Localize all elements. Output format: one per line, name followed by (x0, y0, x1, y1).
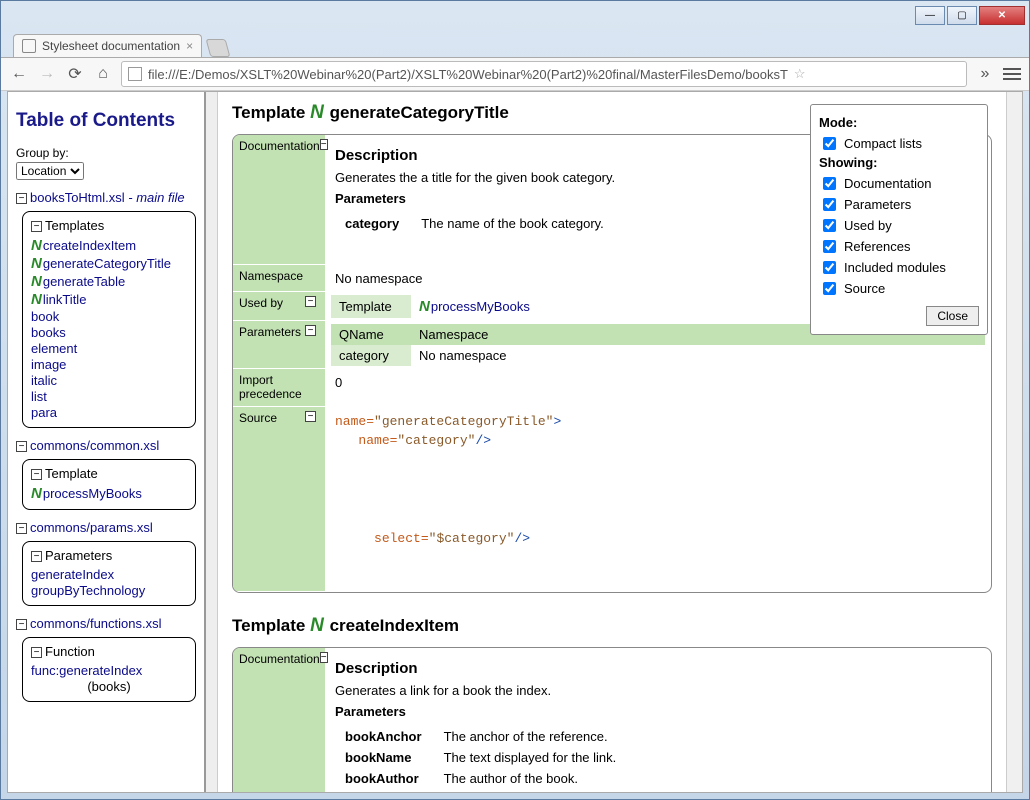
showing-checkbox[interactable] (823, 261, 836, 274)
page-content: Table of Contents Group by: Location −bo… (7, 91, 1023, 793)
row-label-import: Import precedence (239, 373, 319, 402)
collapse-icon[interactable]: − (305, 296, 316, 307)
new-tab-button[interactable] (206, 39, 231, 57)
toc-file-common[interactable]: −commons/common.xsl (16, 438, 196, 453)
showing-checkbox[interactable] (823, 219, 836, 232)
collapse-icon[interactable]: − (305, 411, 316, 422)
toc-title: Table of Contents (16, 110, 196, 132)
collapse-icon[interactable]: − (16, 441, 27, 452)
maximize-button[interactable]: ▢ (947, 6, 977, 25)
tab-favicon (22, 39, 36, 53)
toc-item[interactable]: NprocessMyBooks (31, 485, 187, 502)
toc-item[interactable]: NlinkTitle (31, 291, 187, 308)
templates-box: −Templates NcreateIndexItemNgenerateCate… (22, 211, 196, 428)
group-by-select[interactable]: Location (16, 162, 84, 180)
close-button[interactable]: ✕ (979, 6, 1025, 25)
row-label-documentation: Documentation (239, 139, 320, 153)
collapse-icon[interactable]: − (31, 469, 42, 480)
collapse-icon[interactable]: − (31, 551, 42, 562)
row-label-documentation: Documentation (239, 652, 320, 666)
collapse-icon[interactable]: − (305, 325, 316, 336)
collapse-icon[interactable]: − (16, 523, 27, 534)
toc-item[interactable]: element (31, 341, 187, 356)
collapse-icon[interactable]: − (31, 647, 42, 658)
chevron-button[interactable]: » (975, 64, 995, 84)
description-text: Generates a link for a book the index. (335, 683, 981, 698)
tab-title: Stylesheet documentation (42, 39, 180, 53)
tab-close-icon[interactable]: × (186, 39, 193, 53)
toc-item[interactable]: book (31, 309, 187, 324)
toc-item[interactable]: image (31, 357, 187, 372)
showing-checkbox[interactable] (823, 198, 836, 211)
row-label-usedby: Used by (239, 296, 283, 310)
collapse-icon[interactable]: − (31, 221, 42, 232)
vertical-scrollbar[interactable] (1006, 92, 1022, 792)
bookmark-icon[interactable]: ☆ (794, 66, 806, 82)
function-box: −Function func:generateIndex (books) (22, 637, 196, 702)
browser-tab[interactable]: Stylesheet documentation × (13, 34, 202, 57)
template-detail-2: Documentation− Description Generates a l… (232, 647, 992, 792)
tab-strip: Stylesheet documentation × (1, 29, 1029, 57)
browser-window: — ▢ ✕ Stylesheet documentation × ← → ⟳ ⌂… (0, 0, 1030, 800)
url-text: file:///E:/Demos/XSLT%20Webinar%20(Part2… (148, 67, 788, 82)
showing-checkbox[interactable] (823, 282, 836, 295)
toc-item[interactable]: books (31, 325, 187, 340)
showing-title: Showing: (819, 155, 979, 170)
toc-item[interactable]: list (31, 389, 187, 404)
showing-checkbox[interactable] (823, 240, 836, 253)
collapse-icon[interactable]: − (16, 193, 27, 204)
toc-file-functions[interactable]: −commons/functions.xsl (16, 616, 196, 631)
window-titlebar: — ▢ ✕ (1, 1, 1029, 29)
address-bar[interactable]: file:///E:/Demos/XSLT%20Webinar%20(Part2… (121, 61, 967, 87)
toc-item[interactable]: italic (31, 373, 187, 388)
parameters-heading: Parameters (335, 191, 406, 206)
toc-item[interactable]: NgenerateTable (31, 273, 187, 290)
group-by-label: Group by: (16, 146, 196, 160)
usedby-link[interactable]: processMyBooks (431, 299, 530, 314)
sidebar: Table of Contents Group by: Location −bo… (8, 92, 206, 792)
source-code: name="generateCategoryTitle"> name="cate… (325, 407, 991, 593)
close-panel-button[interactable]: Close (926, 306, 979, 326)
description-heading: Description (335, 660, 981, 677)
minimize-button[interactable]: — (915, 6, 945, 25)
toc-subtext: (books) (31, 679, 187, 694)
toc-file-main[interactable]: −booksToHtml.xsl - main file (16, 190, 196, 205)
row-label-parameters: Parameters (239, 325, 301, 339)
compact-lists-checkbox[interactable] (823, 137, 836, 150)
showing-checkbox[interactable] (823, 177, 836, 190)
reload-button[interactable]: ⟳ (65, 64, 85, 84)
toc-file-params[interactable]: −commons/params.xsl (16, 520, 196, 535)
collapse-icon[interactable]: − (16, 619, 27, 630)
parameters-box: −Parameters generateIndex groupByTechnol… (22, 541, 196, 606)
home-button[interactable]: ⌂ (93, 64, 113, 84)
template-box-2: −Template NprocessMyBooks (22, 459, 196, 510)
row-label-source: Source (239, 411, 277, 425)
toc-item[interactable]: groupByTechnology (31, 583, 187, 598)
page-icon (128, 67, 142, 81)
toc-item[interactable]: generateIndex (31, 567, 187, 582)
back-button[interactable]: ← (9, 64, 29, 84)
display-options-panel: Mode: Compact lists Showing: Documentati… (810, 104, 988, 335)
parameters-heading: Parameters (335, 704, 406, 719)
row-label-namespace: Namespace (239, 269, 303, 283)
toc-item[interactable]: func:generateIndex (31, 663, 187, 678)
toc-item[interactable]: NcreateIndexItem (31, 237, 187, 254)
pane-divider[interactable] (206, 92, 218, 792)
main-panel: Template N generateCategoryTitle Documen… (218, 92, 1006, 792)
mode-title: Mode: (819, 115, 979, 130)
forward-button[interactable]: → (37, 64, 57, 84)
toc-item[interactable]: para (31, 405, 187, 420)
menu-button[interactable] (1003, 68, 1021, 80)
browser-toolbar: ← → ⟳ ⌂ file:///E:/Demos/XSLT%20Webinar%… (1, 57, 1029, 91)
toc-item[interactable]: NgenerateCategoryTitle (31, 255, 187, 272)
template-heading-2: Template N createIndexItem (232, 615, 992, 637)
